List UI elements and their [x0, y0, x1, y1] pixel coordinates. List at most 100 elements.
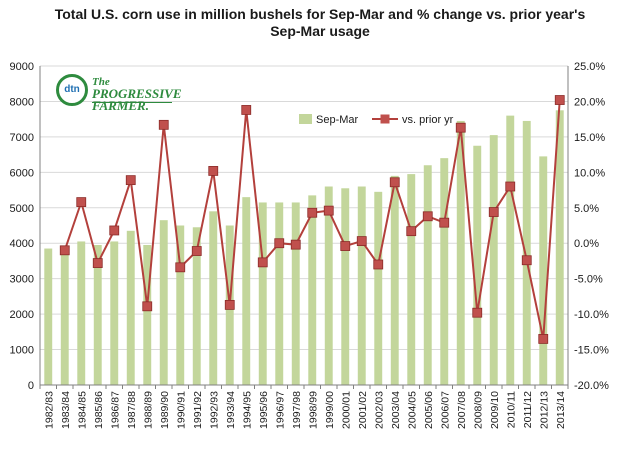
- x-tick-label: 1986/87: [109, 391, 121, 429]
- marker-vs-prior-yr: [92, 258, 103, 268]
- bar-sep-mar: [522, 120, 531, 385]
- marker-vs-prior-yr: [191, 246, 202, 256]
- dtn-progressive-farmer-logo: dtn The PROGRESSIVE FARMER.: [56, 72, 182, 112]
- bar-sep-mar: [176, 225, 185, 385]
- legend-swatch-sep-mar: [299, 114, 312, 124]
- bar-sep-mar: [423, 165, 432, 385]
- bar-sep-mar: [242, 197, 251, 385]
- y-right-tick-label: 20.0%: [574, 96, 605, 108]
- bar-sep-mar: [341, 188, 350, 385]
- bar-sep-mar: [159, 220, 168, 385]
- y-left-tick-label: 0: [28, 380, 34, 392]
- bar-sep-mar: [440, 158, 449, 385]
- bar-sep-mar: [77, 241, 86, 385]
- bar-sep-mar: [291, 202, 300, 385]
- x-tick-label: 1988/89: [142, 391, 154, 429]
- x-tick-label: 2012/13: [538, 391, 550, 429]
- x-tick-label: 2008/09: [472, 391, 484, 429]
- marker-vs-prior-yr: [505, 181, 516, 192]
- bar-sep-mar: [110, 241, 119, 385]
- bar-sep-mar: [44, 248, 53, 385]
- marker-vs-prior-yr: [76, 197, 87, 208]
- bar-sep-mar: [374, 191, 383, 385]
- marker-vs-prior-yr: [406, 226, 417, 237]
- marker-vs-prior-yr: [290, 239, 301, 250]
- bar-series-sep-mar: [44, 110, 564, 386]
- bar-sep-mar: [275, 202, 284, 385]
- x-tick-label: 1993/94: [225, 391, 237, 429]
- marker-vs-prior-yr: [241, 105, 252, 115]
- axes: 0 1000 2000 3000 4000 5000 6000 7000 8000 9000 -20…: [10, 61, 610, 429]
- legend-label-sep-mar: Sep-Mar: [316, 114, 359, 126]
- marker-vs-prior-yr: [158, 119, 169, 130]
- bar-sep-mar: [555, 110, 564, 386]
- x-tick-label: 1985/86: [93, 391, 105, 429]
- chart-title-line-1: Total U.S. corn use in million bushels f…: [54, 6, 586, 22]
- x-tick-label: 1990/91: [175, 391, 187, 429]
- x-tick-label: 1998/99: [307, 391, 319, 429]
- y-right-tick-label: -5.0%: [574, 274, 603, 286]
- bar-sep-mar: [489, 135, 498, 385]
- marker-vs-prior-yr: [472, 307, 483, 318]
- x-tick-label: 2002/03: [373, 391, 385, 429]
- x-tick-label: 2004/05: [406, 391, 418, 429]
- marker-vs-prior-yr: [323, 205, 334, 216]
- y-right-tick-label: -10.0%: [574, 309, 609, 321]
- marker-vs-prior-yr: [356, 236, 367, 246]
- x-tick-label: 2009/10: [489, 391, 501, 429]
- x-tick-label: 1991/92: [192, 391, 204, 429]
- x-tick-label: 2006/07: [439, 391, 451, 429]
- bar-sep-mar: [93, 244, 102, 385]
- y-right-tick-label: 25.0%: [574, 61, 605, 73]
- bar-sep-mar: [506, 115, 515, 385]
- bar-sep-mar: [539, 156, 548, 385]
- bar-sep-mar: [456, 120, 465, 385]
- x-tick-label: 1989/90: [159, 391, 171, 429]
- y-left-tick-label: 6000: [10, 167, 34, 179]
- bar-sep-mar: [192, 227, 201, 385]
- bar-sep-mar: [390, 175, 399, 385]
- x-tick-label: 2010/11: [505, 391, 517, 428]
- marker-vs-prior-yr: [208, 166, 219, 176]
- x-tick-label: 2000/01: [340, 391, 352, 429]
- x-tick-label: 2003/04: [390, 391, 402, 429]
- y-right-tick-label: 15.0%: [574, 132, 605, 144]
- marker-vs-prior-yr: [521, 255, 532, 266]
- y-right-tick-label: 0.0%: [574, 238, 599, 250]
- y-right-tick-label: -20.0%: [574, 380, 609, 392]
- y-right-tick-label: 10.0%: [574, 167, 605, 179]
- x-tick-label: 1999/00: [324, 391, 336, 429]
- bar-sep-mar: [308, 195, 317, 385]
- x-tick-label: 2013/14: [555, 391, 567, 429]
- x-tick-label: 2001/02: [357, 391, 369, 429]
- bar-sep-mar: [357, 186, 366, 385]
- y-right-tick-label: 5.0%: [574, 203, 599, 215]
- x-tick-label: 1996/97: [274, 391, 286, 429]
- y-left-tick-label: 9000: [10, 61, 34, 73]
- x-tick-label: 1987/88: [126, 391, 138, 429]
- x-tick-label: 2005/06: [423, 391, 435, 429]
- x-tick-label: 1994/95: [241, 391, 253, 429]
- bar-sep-mar: [143, 244, 152, 385]
- marker-vs-prior-yr: [257, 257, 268, 268]
- marker-vs-prior-yr: [439, 217, 450, 228]
- y-left-tick-label: 2000: [10, 309, 34, 321]
- x-tick-label: 1995/96: [258, 391, 270, 429]
- marker-vs-prior-yr: [59, 245, 70, 256]
- marker-vs-prior-yr: [340, 241, 351, 251]
- marker-vs-prior-yr: [455, 122, 466, 133]
- marker-vs-prior-yr: [554, 95, 565, 105]
- x-tick-label: 2011/12: [522, 391, 534, 428]
- x-tick-label: 1992/93: [208, 391, 220, 429]
- bar-sep-mar: [324, 186, 333, 385]
- line-series-vs-prior-yr: [59, 95, 565, 344]
- chart-title-line-2: Sep-Mar usage: [270, 23, 370, 39]
- marker-vs-prior-yr: [274, 238, 285, 249]
- x-tick-label: 1984/85: [76, 391, 88, 429]
- marker-vs-prior-yr: [125, 175, 136, 186]
- y-left-tick-label: 8000: [10, 96, 34, 108]
- x-tick-label: 1982/83: [43, 391, 55, 429]
- marker-vs-prior-yr: [175, 262, 186, 273]
- bar-sep-mar: [60, 250, 69, 385]
- logo-rule: [92, 102, 172, 103]
